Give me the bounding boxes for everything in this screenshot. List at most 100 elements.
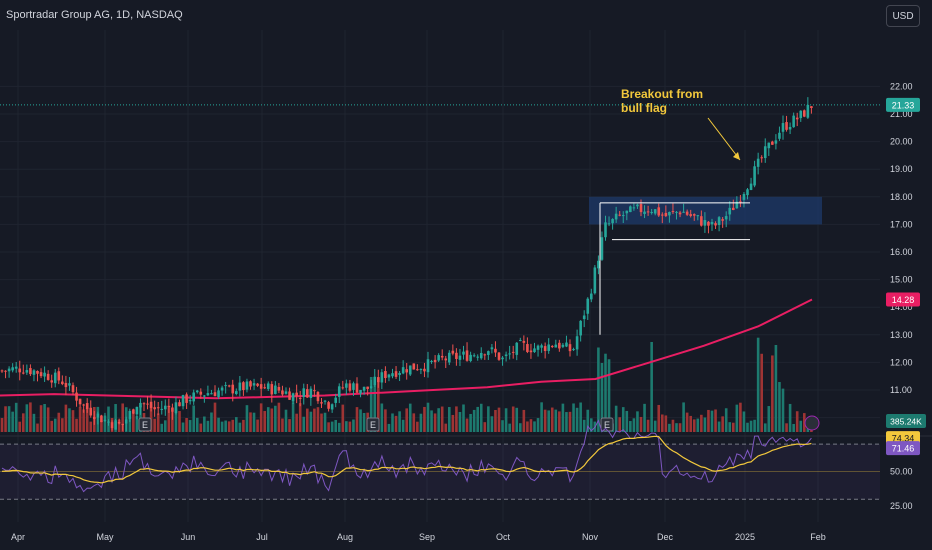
- candle-body: [753, 166, 756, 186]
- volume-bar: [117, 419, 121, 432]
- volume-bar: [756, 337, 760, 432]
- volume-bar: [625, 410, 629, 432]
- candle-body: [96, 413, 100, 418]
- volume-bar: [558, 411, 561, 432]
- volume-value-label: 385.24K: [890, 417, 922, 427]
- volume-bar: [213, 402, 217, 432]
- volume-bar: [32, 413, 36, 432]
- volume-bar: [153, 418, 156, 432]
- volume-bar: [57, 412, 61, 432]
- candle-body: [483, 354, 487, 356]
- dividend-marker: [804, 415, 820, 431]
- rsi-signal-label: 74.34: [892, 434, 915, 444]
- volume-bar: [696, 418, 700, 432]
- volume-bar: [788, 403, 792, 432]
- currency-button[interactable]: USD: [886, 5, 920, 27]
- candle-body: [767, 142, 771, 149]
- volume-bar: [231, 419, 235, 432]
- volume-bar: [50, 420, 53, 432]
- volume-bar: [661, 414, 664, 432]
- last-price-tag: [886, 97, 920, 112]
- volume-bar: [195, 417, 199, 432]
- candle-body: [7, 368, 11, 372]
- volume-bar: [178, 411, 181, 432]
- volume-bar: [412, 413, 416, 432]
- candle-body: [309, 388, 313, 399]
- candle-body: [650, 212, 653, 214]
- volume-bar: [7, 406, 11, 432]
- candle-body: [89, 407, 93, 416]
- candle-body: [795, 117, 799, 120]
- volume-bar: [82, 409, 85, 432]
- volume-bar: [295, 413, 298, 432]
- volume-bar: [252, 412, 256, 432]
- volume-bar: [263, 411, 266, 432]
- volume-bar: [664, 415, 668, 432]
- candle-body: [533, 348, 536, 353]
- candle-body: [174, 402, 178, 414]
- volume-bar: [600, 362, 604, 432]
- chart-title: Sportradar Group AG, 1D, NASDAQ: [6, 9, 183, 21]
- volume-bar: [64, 404, 68, 432]
- candle-body: [355, 383, 359, 393]
- volume-bar: [277, 402, 281, 432]
- volume-bar: [174, 408, 178, 432]
- candle-body: [39, 372, 43, 377]
- candle-body: [203, 395, 206, 397]
- candle-body: [43, 372, 46, 377]
- volume-bar: [604, 353, 607, 432]
- volume-bar: [266, 407, 270, 432]
- candle-body: [146, 403, 149, 405]
- last-price-label: 21.33: [892, 100, 915, 110]
- candle-body: [455, 352, 458, 359]
- candle-body: [405, 369, 408, 373]
- volume-bar: [4, 406, 7, 432]
- candle-body: [682, 211, 685, 213]
- volume-bar: [11, 411, 14, 432]
- volume-bar: [469, 413, 472, 432]
- candle-body: [469, 354, 472, 362]
- candle-body: [330, 404, 334, 410]
- candle-body: [369, 386, 373, 389]
- candle-body: [387, 374, 391, 378]
- candle-body: [132, 409, 135, 414]
- volume-bar: [39, 405, 43, 432]
- candle-body: [781, 123, 785, 132]
- time-tick-label: 2025: [735, 532, 755, 542]
- candle-body: [195, 390, 199, 393]
- candle-body: [472, 355, 476, 357]
- volume-bar: [224, 420, 227, 432]
- volume-bar: [543, 409, 547, 432]
- moving-average-line: [0, 298, 813, 400]
- candle-body: [465, 350, 469, 361]
- candle-body: [391, 373, 394, 377]
- candle-body: [227, 385, 231, 387]
- volume-bar: [408, 403, 412, 432]
- volume-bar: [586, 409, 590, 432]
- volume-bar: [568, 411, 572, 432]
- volume-bar: [689, 415, 692, 432]
- time-tick-label: Apr: [11, 532, 25, 542]
- volume-bar: [771, 355, 774, 432]
- volume-bar: [320, 413, 323, 432]
- volume-bar: [671, 419, 675, 432]
- candle-body: [337, 386, 341, 397]
- volume-bar: [476, 406, 479, 432]
- volume-bar: [302, 416, 306, 432]
- candle-body: [778, 132, 781, 139]
- volume-bar: [437, 408, 440, 432]
- volume-bar: [164, 420, 167, 432]
- candle-body: [763, 146, 767, 159]
- volume-bar: [0, 417, 4, 432]
- candle-body: [348, 383, 352, 391]
- candle-body: [93, 416, 96, 420]
- volume-bar: [703, 417, 707, 432]
- candle-body: [249, 381, 252, 387]
- candle-body: [721, 219, 724, 221]
- volume-bar: [565, 412, 568, 432]
- candle-body: [245, 381, 249, 390]
- candle-body: [611, 219, 614, 224]
- time-tick-label: Nov: [582, 532, 599, 542]
- candle-body: [408, 365, 412, 375]
